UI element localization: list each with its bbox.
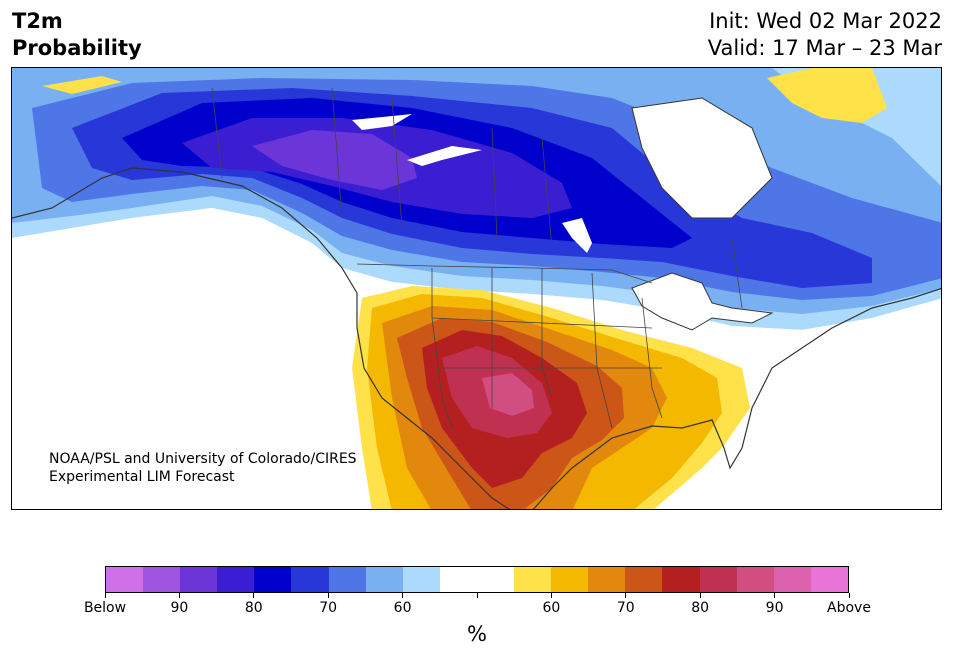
colorbar-segment	[810, 567, 848, 592]
colorbar-tick-label: 80	[691, 600, 710, 616]
colorbar-tick-label: 60	[542, 600, 561, 616]
colorbar-tick	[327, 593, 329, 598]
colorbar-tick	[476, 593, 478, 598]
probability-map: NOAA/PSL and University of Colorado/CIRE…	[11, 67, 942, 510]
colorbar-tick	[774, 593, 776, 598]
colorbar-segment	[588, 567, 626, 592]
great-slave-lake	[407, 146, 482, 166]
colorbar-segment	[365, 567, 403, 592]
colorbar-segment	[180, 567, 218, 592]
colorbar-segment	[514, 567, 552, 592]
colorbar-tick-label: Above	[827, 600, 871, 616]
colorbar-tick	[848, 593, 850, 598]
colorbar-tick	[550, 593, 552, 598]
greenland-above-60	[767, 68, 887, 123]
title-line-type: Probability	[12, 36, 142, 60]
colorbar-segment	[328, 567, 366, 592]
credit-line-2: Experimental LIM Forecast	[49, 469, 235, 485]
colorbar-segment	[106, 567, 144, 592]
colorbar-tick-label: 90	[170, 600, 189, 616]
colorbar-segment	[699, 567, 737, 592]
colorbar-tick-label: 90	[765, 600, 784, 616]
arctic-above-60	[42, 76, 122, 94]
colorbar-tick-label: 80	[244, 600, 263, 616]
colorbar-segment	[217, 567, 255, 592]
colorbar-segment	[662, 567, 700, 592]
colorbar-tick	[699, 593, 701, 598]
colorbar-segment	[402, 567, 440, 592]
gulf-coast	[532, 288, 941, 509]
map-title: T2m Probability	[12, 8, 142, 62]
colorbar-segment	[736, 567, 774, 592]
credit-line-1: NOAA/PSL and University of Colorado/CIRE…	[49, 451, 357, 467]
colorbar-tick-label: 70	[616, 600, 635, 616]
colorbar-segment	[773, 567, 811, 592]
colorbar-segment	[439, 567, 477, 592]
coastline	[12, 167, 511, 509]
colorbar-tick-label: 70	[319, 600, 338, 616]
colorbar-segment	[254, 567, 292, 592]
forecast-dates: Init: Wed 02 Mar 2022 Valid: 17 Mar – 23…	[708, 8, 942, 62]
colorbar-unit: %	[467, 622, 487, 646]
colorbar-tick	[402, 593, 404, 598]
credit-text: NOAA/PSL and University of Colorado/CIRE…	[49, 450, 357, 486]
colorbar-segment	[551, 567, 589, 592]
title-line-variable: T2m	[12, 9, 63, 33]
great-lakes	[631, 272, 774, 331]
contour-below-90	[252, 130, 417, 190]
colorbar-segment	[476, 567, 515, 592]
colorbar-segment	[291, 567, 329, 592]
valid-range: Valid: 17 Mar – 23 Mar	[707, 36, 942, 60]
colorbar	[105, 566, 849, 593]
colorbar-segment	[143, 567, 181, 592]
colorbar-segment	[625, 567, 663, 592]
map-canvas	[12, 68, 941, 509]
colorbar-tick	[178, 593, 180, 598]
colorbar-tick	[253, 593, 255, 598]
great-bear-lake	[352, 114, 412, 130]
contour-above-90	[482, 373, 534, 416]
colorbar-tick-label: Below	[83, 600, 127, 616]
colorbar-tick	[625, 593, 627, 598]
colorbar-tick-label: 60	[393, 600, 412, 616]
lake-winnipeg	[562, 218, 592, 253]
colorbar-tick	[104, 593, 106, 598]
hudson-bay	[631, 97, 773, 219]
init-date: Init: Wed 02 Mar 2022	[709, 9, 942, 33]
political-borders	[211, 87, 743, 429]
